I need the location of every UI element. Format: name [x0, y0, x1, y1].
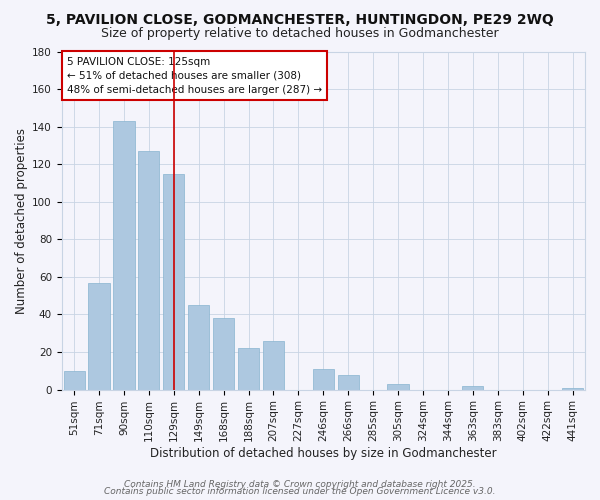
Bar: [388, 384, 409, 390]
Bar: [113, 121, 134, 390]
Bar: [138, 151, 160, 390]
Bar: [88, 282, 110, 390]
Text: 5, PAVILION CLOSE, GODMANCHESTER, HUNTINGDON, PE29 2WQ: 5, PAVILION CLOSE, GODMANCHESTER, HUNTIN…: [46, 12, 554, 26]
Text: 5 PAVILION CLOSE: 125sqm
← 51% of detached houses are smaller (308)
48% of semi-: 5 PAVILION CLOSE: 125sqm ← 51% of detach…: [67, 56, 322, 94]
Bar: [338, 374, 359, 390]
Bar: [64, 371, 85, 390]
Bar: [313, 369, 334, 390]
X-axis label: Distribution of detached houses by size in Godmanchester: Distribution of detached houses by size …: [150, 447, 497, 460]
Bar: [188, 305, 209, 390]
Text: Contains public sector information licensed under the Open Government Licence v3: Contains public sector information licen…: [104, 487, 496, 496]
Text: Size of property relative to detached houses in Godmanchester: Size of property relative to detached ho…: [101, 28, 499, 40]
Bar: [562, 388, 583, 390]
Y-axis label: Number of detached properties: Number of detached properties: [15, 128, 28, 314]
Bar: [462, 386, 484, 390]
Bar: [238, 348, 259, 390]
Bar: [163, 174, 184, 390]
Text: Contains HM Land Registry data © Crown copyright and database right 2025.: Contains HM Land Registry data © Crown c…: [124, 480, 476, 489]
Bar: [213, 318, 234, 390]
Bar: [263, 341, 284, 390]
